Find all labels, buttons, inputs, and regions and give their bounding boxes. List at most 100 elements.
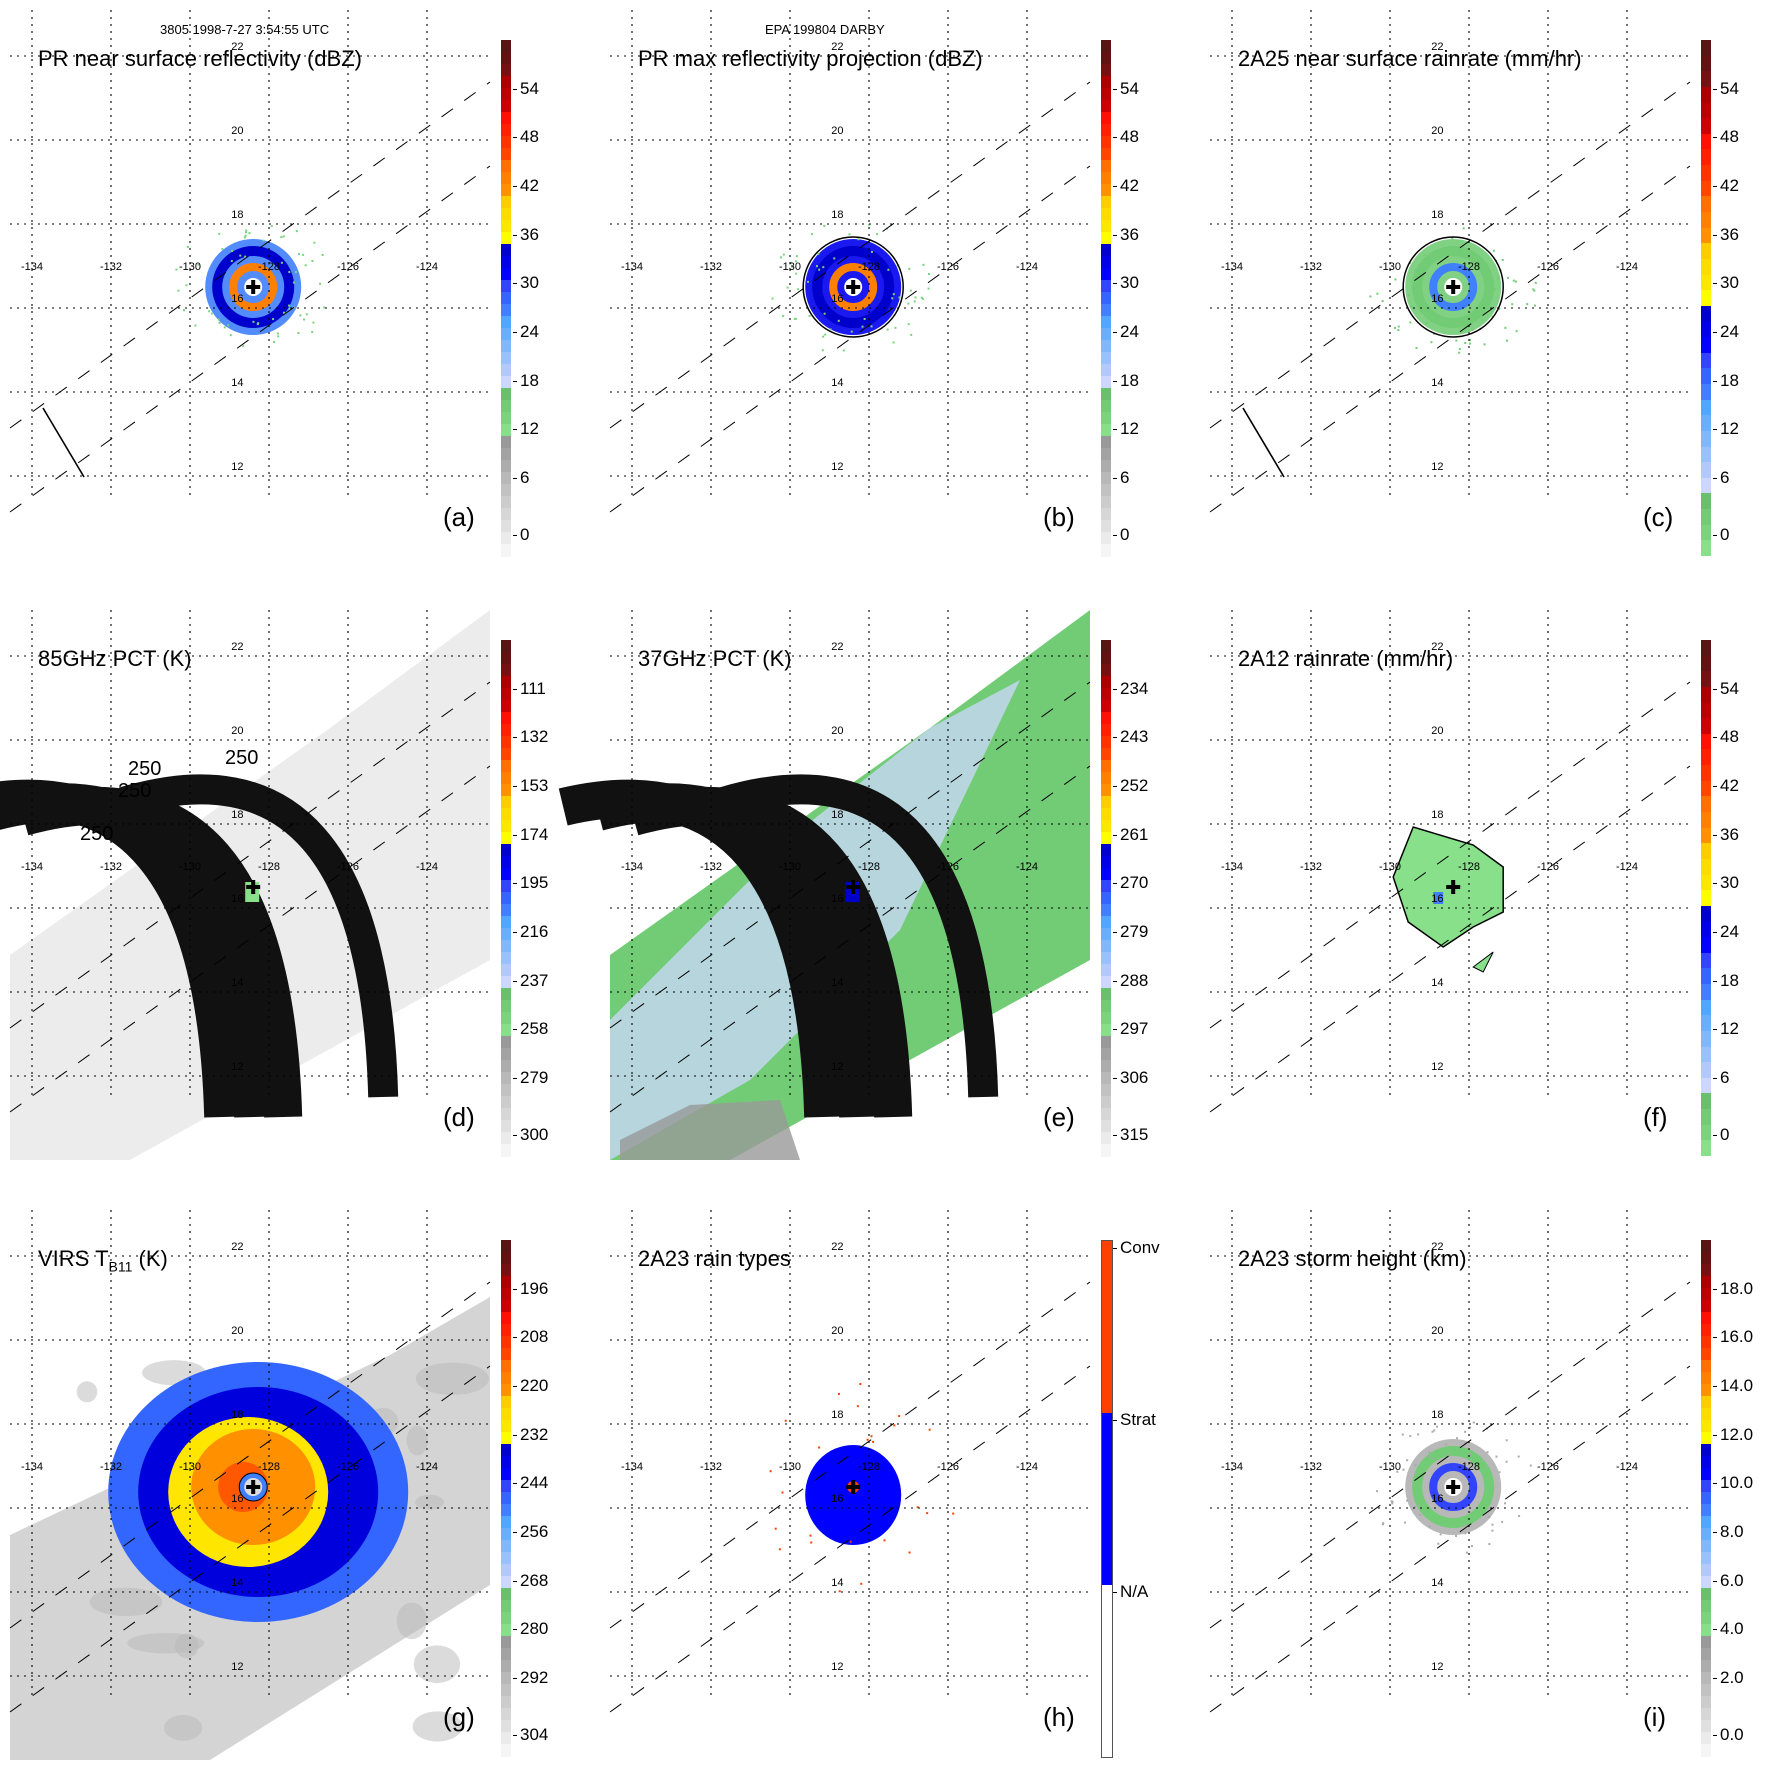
cloud-texture — [412, 1711, 463, 1742]
echo-pixel — [1391, 1500, 1394, 1503]
lon-tick-label: -132 — [1300, 861, 1322, 873]
convective-pixel — [870, 1435, 873, 1438]
echo-pixel — [894, 326, 897, 329]
lat-tick-label: 14 — [231, 377, 243, 389]
colorbar-tick-label: 6 — [1712, 468, 1730, 488]
colorbar-segment — [1101, 256, 1111, 269]
lat-tick-label: 18 — [231, 809, 243, 821]
lat-tick-label: 14 — [831, 977, 843, 989]
colorbar-category-label: N/A — [1112, 1582, 1149, 1601]
colorbar-tick-label: 12 — [1713, 1019, 1739, 1039]
panel-label: (e) — [1043, 1102, 1075, 1132]
echo-pixel — [288, 304, 291, 307]
echo-pixel — [837, 319, 840, 322]
colorbar-segment — [501, 1420, 511, 1433]
colorbar-segment — [501, 1384, 511, 1397]
colorbar-segment — [501, 100, 511, 113]
lon-tick-label: -132 — [1300, 261, 1322, 273]
echo-pixel — [1464, 1442, 1467, 1445]
colorbar-segment — [1701, 337, 1711, 354]
lon-tick-label: -132 — [1300, 1461, 1322, 1473]
colorbar-segment — [1701, 368, 1711, 385]
colorbar — [501, 40, 511, 557]
colorbar-segment — [501, 1504, 511, 1517]
colorbar-segment — [1701, 1124, 1711, 1141]
colorbar-segment — [501, 820, 511, 833]
echo-pixel — [1428, 1451, 1431, 1454]
lat-tick-label: 18 — [1431, 209, 1443, 221]
lon-tick-label: -130 — [779, 261, 801, 273]
colorbar-segment — [1101, 976, 1111, 989]
colorbar-segment — [1101, 64, 1111, 77]
colorbar-tick-label: 279 — [512, 1068, 549, 1088]
colorbar-tick-label: 48 — [1713, 127, 1739, 147]
storm-center-marker — [846, 1480, 861, 1494]
panel-b: -134 -132 -130 -128 -126 -124 22 20 18 16 14 12 PR m… — [600, 0, 1160, 560]
colorbar — [1701, 1240, 1711, 1757]
colorbar-tick-label: 0 — [1112, 524, 1130, 544]
echo-pixel — [305, 313, 308, 316]
colorbar-tick-label: 2.0 — [1713, 1668, 1744, 1688]
echo-pixel — [1401, 1433, 1404, 1436]
lon-tick-label: -126 — [937, 261, 959, 273]
echo-pixel — [1488, 1543, 1491, 1546]
colorbar-segment — [501, 1264, 511, 1277]
echo-pixel — [1493, 288, 1496, 291]
colorbar-segment — [1101, 160, 1111, 173]
colorbar-segment — [1101, 448, 1111, 461]
colorbar-tick-label: 16.0 — [1712, 1327, 1754, 1347]
lat-tick-label: 22 — [1431, 641, 1443, 653]
echo-pixel — [1381, 1523, 1384, 1526]
colorbar-segment — [1701, 733, 1711, 750]
echo-pixel — [815, 265, 818, 268]
echo-pixel — [288, 307, 291, 310]
lon-tick-label: -134 — [1221, 1461, 1243, 1473]
contour-label: 250 — [118, 780, 151, 802]
colorbar-tick-label: 237 — [512, 970, 549, 990]
colorbar-segment — [501, 1516, 511, 1529]
convective-pixel — [893, 1424, 896, 1427]
panel-e: -134 -132 -130 -128 -126 -124 22 20 18 16 14 12 37GH… — [558, 600, 1160, 1160]
echo-pixel — [303, 318, 306, 321]
colorbar-segment — [501, 988, 511, 1001]
echo-pixel — [1501, 258, 1504, 261]
lon-tick-label: -130 — [179, 261, 201, 273]
echo-pixel — [1462, 227, 1465, 230]
colorbar-tick-label: 18 — [1713, 970, 1739, 990]
colorbar-segment — [1101, 664, 1111, 677]
panel-title-text: 2A23 storm height (km) — [1238, 1246, 1467, 1271]
lon-tick-label: -128 — [1458, 861, 1480, 873]
eyewall — [829, 263, 878, 311]
heavy-rain-pixel — [1433, 892, 1444, 904]
colorbar-segment — [1701, 655, 1711, 672]
colorbar-segment — [501, 1288, 511, 1301]
lat-tick-label: 16 — [231, 1493, 243, 1505]
convective-pixel — [778, 1548, 781, 1551]
echo-pixel — [1532, 288, 1535, 291]
colorbar-segment — [1701, 212, 1711, 229]
lat-tick-label: 14 — [231, 1577, 243, 1589]
echo-pixel — [892, 341, 895, 344]
storm-center-marker — [1446, 1480, 1461, 1494]
colorbar-tick-label: 30 — [1113, 273, 1139, 293]
colorbar-segment — [501, 1576, 511, 1589]
colorbar-segment — [1701, 290, 1711, 307]
echo-pixel — [243, 236, 246, 239]
colorbar-tick-label: 12 — [1713, 419, 1739, 439]
lon-tick-label: -130 — [779, 861, 801, 873]
colorbar-segment — [1701, 1372, 1711, 1385]
colorbar-segment — [501, 868, 511, 881]
lat-tick-label: 16 — [231, 893, 243, 905]
colorbar-segment — [1101, 40, 1111, 53]
colorbar-segment — [1701, 1015, 1711, 1032]
colorbar-segment — [1701, 1732, 1711, 1745]
colorbar-tick-label: 42 — [1113, 176, 1139, 196]
colorbar-segment — [1701, 702, 1711, 719]
colorbar-segment — [501, 1144, 511, 1157]
storm-center-marker — [846, 880, 861, 894]
panel-g: -134 -132 -130 -128 -126 -124 22 20 18 16 14 12 VIRS… — [0, 1200, 560, 1760]
echo-pixel — [277, 335, 280, 338]
colorbar-segment — [1101, 784, 1111, 797]
echo-pixel — [842, 349, 845, 352]
echo-pixel — [1407, 294, 1410, 297]
